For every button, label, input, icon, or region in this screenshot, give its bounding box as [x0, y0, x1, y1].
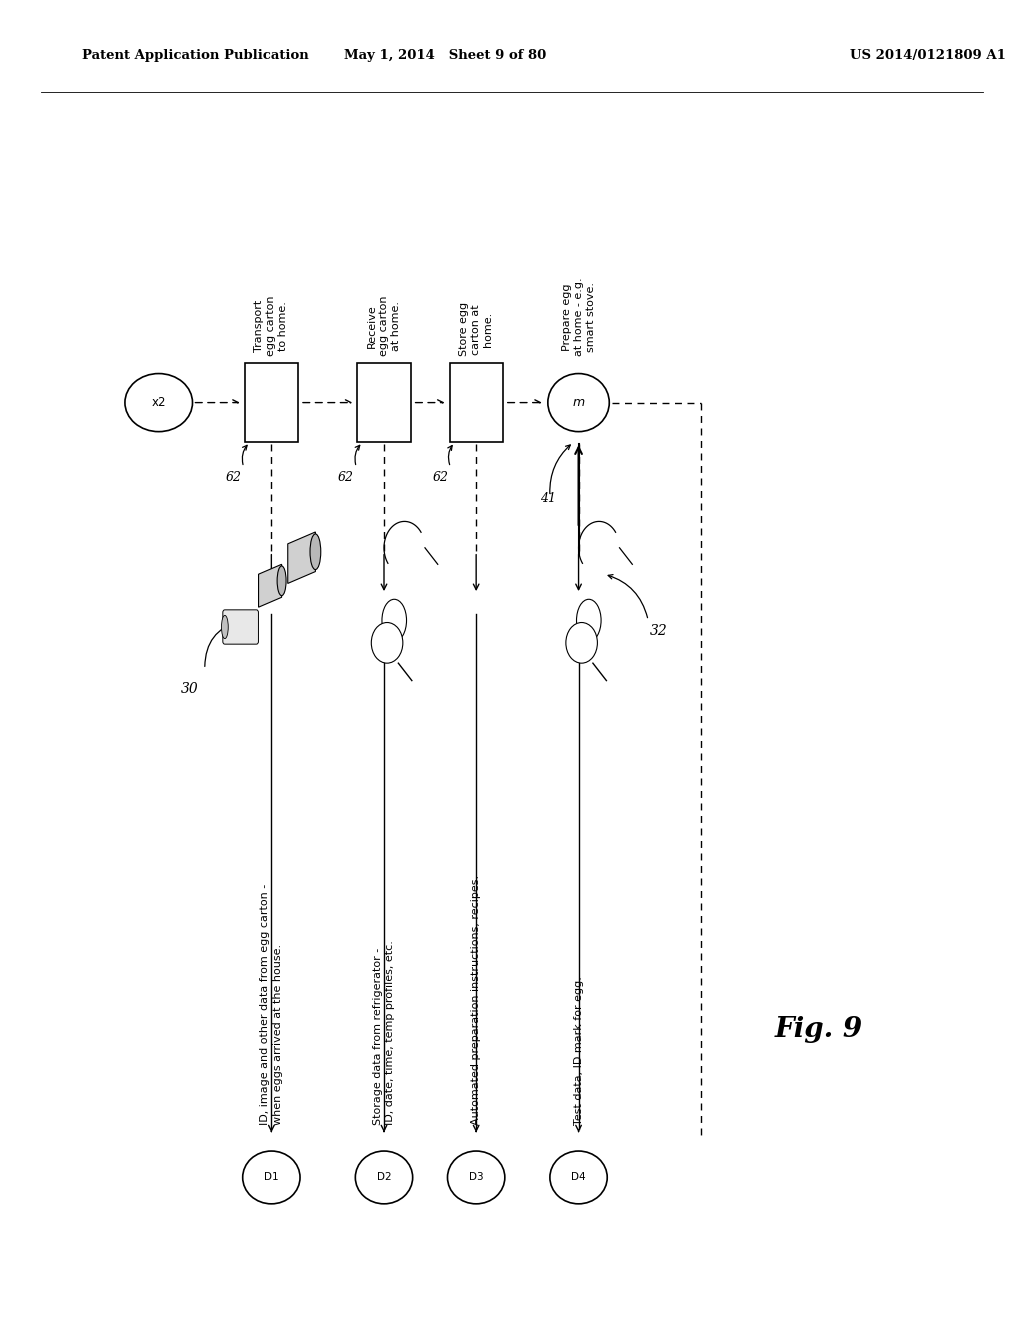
- Ellipse shape: [372, 623, 402, 663]
- Text: D1: D1: [264, 1172, 279, 1183]
- Text: D3: D3: [469, 1172, 483, 1183]
- Text: 30: 30: [180, 682, 199, 696]
- Ellipse shape: [577, 599, 601, 642]
- Text: 41: 41: [540, 492, 556, 506]
- Ellipse shape: [221, 615, 228, 639]
- Ellipse shape: [125, 374, 193, 432]
- Text: 62: 62: [338, 471, 354, 484]
- Text: Receive
egg carton
at home.: Receive egg carton at home.: [367, 296, 401, 356]
- Text: x2: x2: [152, 396, 166, 409]
- Ellipse shape: [566, 623, 597, 663]
- Ellipse shape: [550, 1151, 607, 1204]
- Text: Storage data from refrigerator -
ID, date, time, temp profiles, etc.: Storage data from refrigerator - ID, dat…: [373, 940, 395, 1125]
- Ellipse shape: [355, 1151, 413, 1204]
- Text: ID, image and other data from egg carton -
when eggs arrived at the house.: ID, image and other data from egg carton…: [260, 883, 283, 1125]
- Bar: [357, 363, 411, 442]
- Polygon shape: [288, 532, 315, 583]
- Text: 62: 62: [225, 471, 242, 484]
- Ellipse shape: [382, 599, 407, 642]
- Text: Patent Application Publication: Patent Application Publication: [82, 49, 308, 62]
- Text: Automated preparation instructions, recipes.: Automated preparation instructions, reci…: [471, 875, 481, 1125]
- Text: 32: 32: [649, 624, 668, 638]
- Text: Test data, ID mark for egg.: Test data, ID mark for egg.: [573, 975, 584, 1125]
- Ellipse shape: [278, 566, 286, 595]
- Text: Fig. 9: Fig. 9: [775, 1016, 863, 1043]
- Ellipse shape: [310, 533, 321, 570]
- Text: m: m: [572, 396, 585, 409]
- Text: Transport
egg carton
to home.: Transport egg carton to home.: [254, 296, 289, 356]
- Text: D2: D2: [377, 1172, 391, 1183]
- Text: Prepare egg
at home - e.g.
smart stove.: Prepare egg at home - e.g. smart stove.: [561, 277, 596, 356]
- Text: 62: 62: [432, 471, 449, 484]
- Ellipse shape: [243, 1151, 300, 1204]
- Text: May 1, 2014   Sheet 9 of 80: May 1, 2014 Sheet 9 of 80: [344, 49, 547, 62]
- Text: Store egg
carton at
home.: Store egg carton at home.: [459, 302, 494, 356]
- Text: D4: D4: [571, 1172, 586, 1183]
- FancyBboxPatch shape: [223, 610, 258, 644]
- Bar: [450, 363, 503, 442]
- Polygon shape: [258, 565, 282, 607]
- Ellipse shape: [447, 1151, 505, 1204]
- Text: US 2014/0121809 A1: US 2014/0121809 A1: [850, 49, 1006, 62]
- Ellipse shape: [548, 374, 609, 432]
- Bar: [245, 363, 298, 442]
